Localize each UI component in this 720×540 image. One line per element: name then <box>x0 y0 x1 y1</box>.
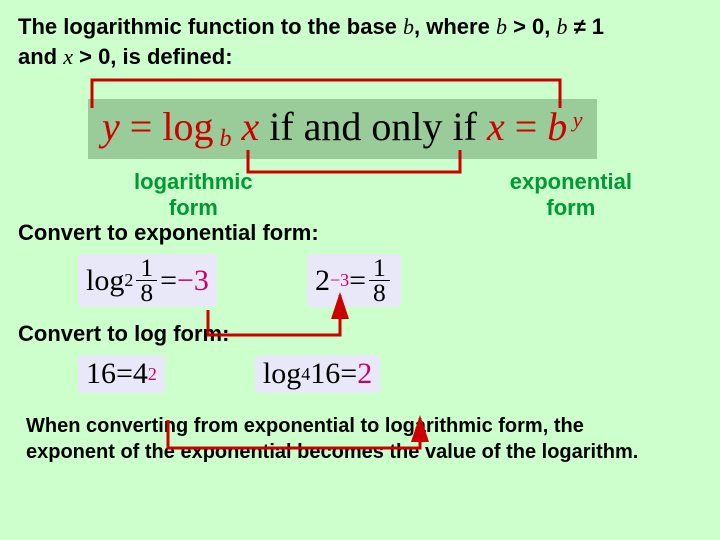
conclusion-text: When converting from exponential to loga… <box>26 413 694 465</box>
intro-part3: and <box>18 44 63 69</box>
intro-b: b <box>403 14 414 39</box>
intro-x: x <box>63 44 73 69</box>
intro-text: The logarithmic function to the base b, … <box>18 12 702 71</box>
r2l-base: 4 <box>133 357 148 391</box>
log-expr-1: log2 18 = −3 <box>78 254 217 307</box>
r2r-log: log <box>263 357 301 391</box>
exp-form-label: exponential form <box>510 169 632 246</box>
convert-log-label: Convert to log form: <box>18 321 702 347</box>
r2l-lhs: 16 <box>86 357 116 391</box>
r1r-den: 8 <box>369 281 390 305</box>
convert-exp-label: Convert to exponential form: <box>18 220 319 246</box>
r2l-eq: = <box>116 357 133 391</box>
example-row-2: 16 = 42 log416 = 2 <box>78 355 702 393</box>
main-equation: y = log b x if and only if x = b y <box>88 99 597 159</box>
intro-gt0b: > 0, is defined: <box>73 44 233 69</box>
r1l-den: 8 <box>136 281 157 305</box>
r2r-eq: = <box>340 357 357 391</box>
eq-y: y <box>102 104 120 149</box>
r1l-log: log <box>86 264 124 298</box>
logform2: form <box>169 195 218 220</box>
r1l-rhs: −3 <box>177 264 209 298</box>
concl2: exponent of the exponential becomes the … <box>26 441 638 463</box>
intro-b2: b <box>496 14 507 39</box>
eq-eq2: = <box>505 104 548 149</box>
expform1: exponential <box>510 169 632 194</box>
r2r-arg: 16 <box>310 357 340 391</box>
log-expr-2: log416 = 2 <box>255 355 380 393</box>
exp-expr-2: 16 = 42 <box>78 355 165 393</box>
intro-gt0: > 0, <box>507 14 557 39</box>
eq-b2: b <box>547 104 567 149</box>
eq-ysup: y <box>567 107 582 132</box>
r2r-base: 4 <box>301 364 310 385</box>
intro-ne1: ≠ 1 <box>568 14 605 39</box>
r1r-base: 2 <box>315 264 330 298</box>
r1r-eq: = <box>349 264 366 298</box>
example-row-1: log2 18 = −3 2−3 = 18 <box>78 254 702 307</box>
log-form-label: logarithmic form <box>68 169 319 220</box>
eq-x: x <box>231 104 259 149</box>
expform2: form <box>546 195 595 220</box>
eq-base: b <box>213 126 231 152</box>
exp-expr-1: 2−3 = 18 <box>307 254 401 307</box>
intro-part1: The logarithmic function to the base <box>18 14 403 39</box>
r1l-eq: = <box>160 264 177 298</box>
eq-eq1: = <box>120 104 163 149</box>
intro-part2: , where <box>414 14 496 39</box>
concl1: When converting from exponential to loga… <box>26 415 584 437</box>
r1l-frac: 18 <box>136 256 157 305</box>
r1l-base: 2 <box>124 270 133 291</box>
r1r-exp: −3 <box>330 270 349 291</box>
r2r-rhs: 2 <box>357 357 372 391</box>
logform1: logarithmic <box>134 169 253 194</box>
r2l-exp: 2 <box>148 364 157 385</box>
eq-iff: if and only if <box>259 104 487 149</box>
eq-x2: x <box>487 104 505 149</box>
forms-row: logarithmic form Convert to exponential … <box>18 169 702 246</box>
intro-b3: b <box>557 14 568 39</box>
eq-log: log <box>162 104 213 149</box>
r1r-frac: 18 <box>369 256 390 305</box>
